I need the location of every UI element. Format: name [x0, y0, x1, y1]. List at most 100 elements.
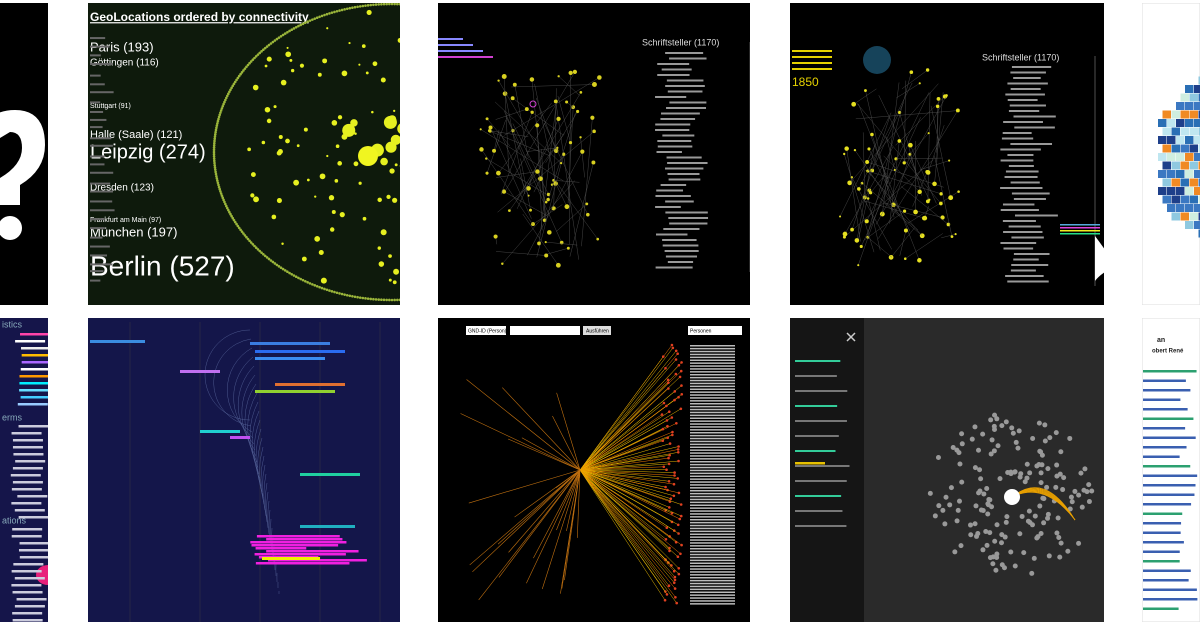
node	[1031, 555, 1037, 561]
edge	[541, 469, 581, 590]
node	[994, 551, 1000, 557]
select-label[interactable]: Personen	[690, 328, 712, 334]
ring-dot	[315, 16, 319, 20]
ring-dot	[286, 270, 289, 274]
edge	[861, 183, 919, 231]
stat-row	[19, 382, 48, 385]
node	[667, 480, 671, 483]
select-box[interactable]	[688, 326, 742, 335]
node	[992, 538, 998, 544]
list-item	[1002, 132, 1032, 134]
hex-cell	[1180, 110, 1189, 119]
ring-dot	[232, 218, 236, 222]
close-stroke[interactable]	[846, 332, 856, 342]
ring-dot	[219, 111, 222, 114]
edge	[556, 181, 598, 240]
city-dot	[403, 153, 413, 163]
doc-link	[1143, 408, 1188, 411]
node	[986, 497, 992, 503]
hex-cell	[1198, 76, 1200, 85]
node	[529, 100, 537, 108]
list-item	[690, 582, 735, 585]
hex-cell	[1198, 178, 1200, 187]
minor-label	[90, 63, 113, 66]
city-dot	[303, 127, 308, 132]
list-item	[1008, 225, 1041, 228]
node	[1076, 492, 1082, 498]
node	[989, 504, 995, 510]
ring-dot	[220, 194, 224, 197]
list-item	[1010, 143, 1053, 145]
node	[936, 97, 941, 101]
doc-link	[1143, 607, 1179, 610]
node	[680, 361, 683, 364]
city-dot	[383, 115, 397, 129]
node	[673, 575, 677, 579]
node	[572, 69, 578, 75]
edge	[496, 171, 538, 178]
ring-dot	[277, 36, 281, 39]
hex-cell	[1185, 102, 1194, 110]
edge	[579, 469, 668, 595]
ring-dot	[422, 5, 425, 8]
ring-dot	[433, 294, 436, 297]
node	[925, 68, 930, 72]
node	[1069, 499, 1075, 505]
select-label[interactable]: GND-ID (Person)	[468, 328, 507, 334]
doc-link	[1143, 531, 1181, 534]
node	[1053, 430, 1059, 436]
node	[903, 228, 908, 233]
edge	[895, 157, 943, 160]
place-row	[14, 605, 45, 608]
ring-dot	[225, 96, 228, 100]
list-item	[1002, 203, 1035, 206]
edge	[579, 469, 675, 485]
button[interactable]	[583, 326, 611, 335]
ring-dot	[351, 6, 354, 10]
edge	[569, 162, 594, 257]
node	[954, 447, 960, 453]
edge	[502, 387, 581, 471]
list-item	[662, 134, 695, 137]
ring-dot	[330, 11, 334, 14]
node	[674, 349, 678, 353]
hex-cell	[1171, 127, 1180, 136]
density	[1095, 236, 1104, 281]
select-box[interactable]	[466, 326, 506, 335]
node	[948, 195, 954, 201]
node	[670, 520, 674, 524]
ring-dot	[318, 285, 321, 289]
doc-link	[1143, 370, 1197, 373]
node	[671, 346, 675, 350]
ring-dot	[271, 260, 275, 264]
node	[1047, 435, 1053, 441]
place-row	[11, 570, 42, 573]
node	[544, 200, 548, 204]
ring-dot	[281, 267, 285, 271]
list-item	[662, 239, 697, 241]
arc	[237, 365, 255, 445]
node	[665, 419, 669, 422]
ring-dot	[415, 4, 418, 7]
node	[940, 215, 945, 220]
node	[547, 230, 552, 235]
ring-dot	[224, 98, 227, 102]
ring-dot	[216, 179, 219, 182]
ring-dot	[251, 242, 255, 246]
tile-document: an obert René	[1142, 318, 1200, 622]
doc-link	[1143, 598, 1198, 601]
edge	[579, 420, 668, 471]
ring-dot	[372, 3, 375, 7]
edge	[504, 93, 526, 195]
hex-cell	[1185, 119, 1194, 127]
list-item	[664, 250, 699, 252]
doc-link	[1143, 427, 1186, 430]
close-icon[interactable]	[846, 332, 856, 342]
node	[1024, 461, 1030, 467]
ring-dot	[425, 5, 428, 8]
minor-label	[90, 218, 105, 221]
input-box[interactable]	[510, 326, 580, 335]
doc-link	[1143, 550, 1180, 553]
button-label[interactable]: Ausführen	[586, 328, 609, 334]
panel-line	[795, 390, 848, 392]
